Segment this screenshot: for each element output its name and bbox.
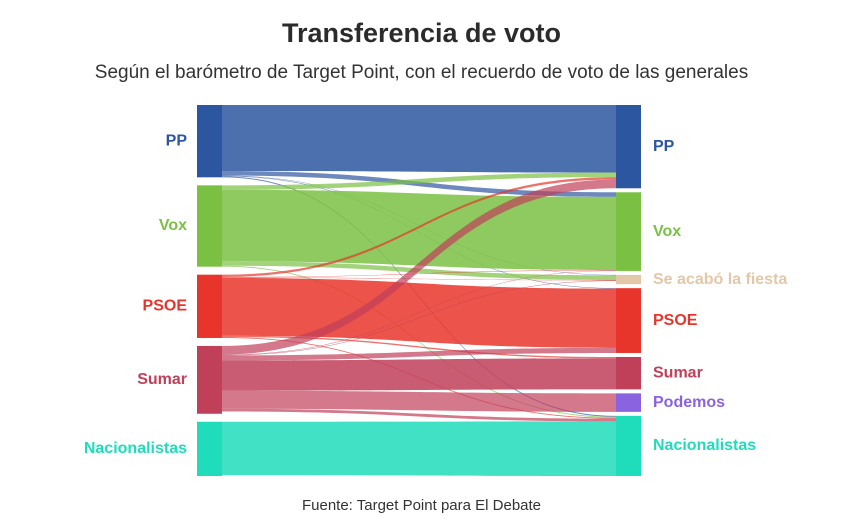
target-label-podemos: Podemos [653, 394, 725, 411]
flow-vox-to-pp [222, 172, 616, 190]
source-node-nacionalistas [197, 421, 222, 476]
sankey-nodes [197, 105, 641, 476]
flow-sumar-to-sumar [222, 358, 616, 391]
source-label-vox: Vox [159, 217, 187, 234]
chart-subtitle: Según el barómetro de Target Point, con … [94, 62, 749, 83]
flow-sumar-to-pp [222, 179, 616, 355]
chart-source: Fuente: Target Point para El Debate [301, 497, 542, 514]
flow-psoe-to-salf [222, 277, 616, 281]
source-node-vox [197, 185, 222, 267]
target-node-salf [616, 274, 641, 285]
target-node-nacionalistas [616, 415, 641, 476]
flow-sumar-to-podemos [222, 390, 616, 412]
flow-psoe-to-pp [222, 177, 616, 277]
target-label-nacionalistas: Nacionalistas [653, 437, 756, 454]
source-label-psoe: PSOE [143, 298, 188, 315]
source-node-sumar [197, 345, 222, 414]
target-label-psoe: PSOE [653, 312, 698, 329]
flow-sumar-to-salf [222, 280, 616, 356]
chart-title: Transferencia de voto [281, 18, 562, 48]
source-node-psoe [197, 274, 222, 338]
flow-nacionalistas-to-nacionalistas [222, 421, 616, 476]
flow-vox-to-vox [222, 189, 616, 271]
source-label-pp: PP [166, 132, 188, 149]
target-label-sumar: Sumar [653, 364, 703, 381]
target-node-pp [616, 105, 641, 189]
target-node-vox [616, 192, 641, 271]
flow-psoe-to-vox [222, 270, 616, 278]
sankey-labels: PP Vox PSOE Sumar Nacionalistas PP Vox Se acabó… [84, 132, 788, 457]
target-label-salf: Se acabó la fiesta [653, 271, 787, 288]
target-node-psoe [616, 288, 641, 353]
flow-sumar-to-psoe [222, 347, 616, 361]
flow-pp-to-pp [222, 105, 616, 173]
sankey-links [222, 105, 616, 476]
flow-pp-to-vox [222, 170, 616, 197]
target-label-vox: Vox [653, 223, 681, 240]
source-label-sumar: Sumar [137, 371, 187, 388]
source-node-pp [197, 105, 222, 178]
target-label-pp: PP [653, 138, 675, 155]
target-node-podemos [616, 393, 641, 412]
flow-sumar-to-vox [222, 270, 616, 355]
target-node-sumar [616, 356, 641, 390]
source-label-nacionalistas: Nacionalistas [84, 440, 187, 457]
flow-sumar-to-nacionalistas [222, 408, 616, 422]
flow-psoe-to-sumar [222, 335, 616, 359]
